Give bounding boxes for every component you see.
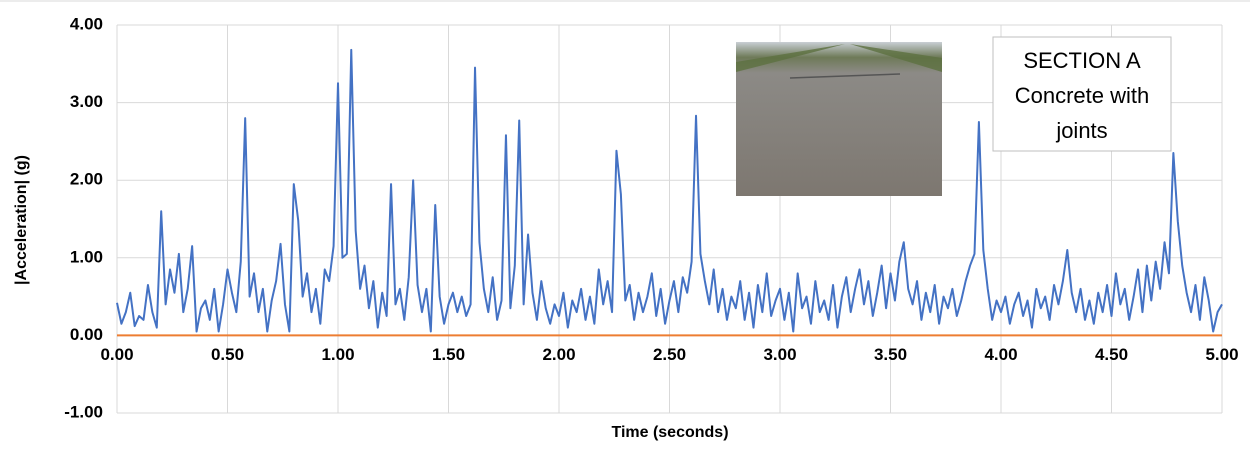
x-tick-label: 3.00	[763, 345, 796, 364]
annotation-line: SECTION A	[1023, 48, 1141, 73]
photo-joint	[789, 73, 901, 79]
x-tick-label: 3.50	[874, 345, 907, 364]
y-axis-title: |Acceleration| (g)	[13, 155, 30, 285]
x-tick-label: 0.00	[100, 345, 133, 364]
plot	[116, 48, 1223, 337]
x-tick-label: 2.00	[542, 345, 575, 364]
x-tick-label: 1.50	[432, 345, 465, 364]
x-tick-label: 0.50	[211, 345, 244, 364]
x-tick-label: 5.00	[1205, 345, 1238, 364]
photo-grass	[736, 44, 845, 72]
photo-grass	[850, 44, 942, 72]
x-tick-label: 1.00	[321, 345, 354, 364]
y-tick-label: 0.00	[70, 325, 103, 344]
y-tick-label: 1.00	[70, 247, 103, 266]
annotation-box	[992, 36, 1172, 152]
photo-road	[736, 42, 942, 196]
photo	[736, 42, 942, 196]
y-tick-label: -1.00	[64, 402, 103, 421]
x-axis-title: Time (seconds)	[611, 424, 728, 441]
y-tick-label: 4.00	[70, 14, 103, 33]
annotation-line: joints	[1055, 118, 1107, 143]
annotation-line: Concrete with	[1015, 83, 1150, 108]
x-tick-label: 4.00	[984, 345, 1017, 364]
y-tick-label: 2.00	[70, 170, 103, 189]
x-tick-label: 4.50	[1095, 345, 1128, 364]
y-tick-label: 3.00	[70, 92, 103, 111]
x-tick-label: 2.50	[653, 345, 686, 364]
series-line	[116, 48, 1223, 333]
